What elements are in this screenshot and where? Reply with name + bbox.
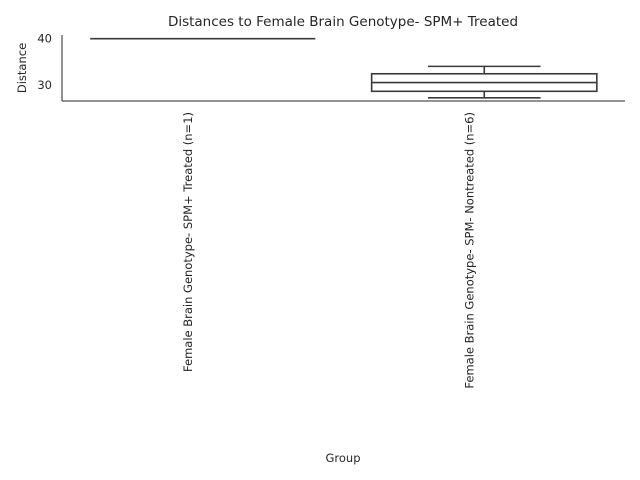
y-tick-label: 40 <box>37 32 52 46</box>
y-axis-label: Distance <box>15 43 29 93</box>
x-category-label: Female Brain Genotype- SPM- Nontreated (… <box>462 112 476 389</box>
y-tick-labels: 30 40 <box>37 32 52 92</box>
box-group <box>370 65 598 99</box>
boxes-layer <box>90 37 598 99</box>
x-axis-label: Group <box>325 451 360 465</box>
chart-title: Distances to Female Brain Genotype- SPM+… <box>168 14 518 30</box>
y-tick-label: 30 <box>37 78 52 92</box>
x-category-label: Female Brain Genotype- SPM+ Treated (n=1… <box>181 112 195 372</box>
x-category-labels: Female Brain Genotype- SPM+ Treated (n=1… <box>181 112 477 389</box>
plot-area: 30 40 Female Brain Genotype- SPM+ Treated… <box>37 32 625 389</box>
